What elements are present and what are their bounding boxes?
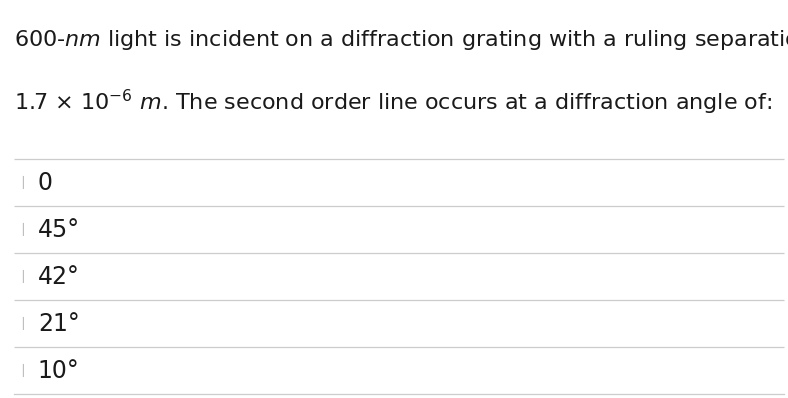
Text: │: │ bbox=[19, 317, 25, 330]
Text: 45°: 45° bbox=[38, 218, 80, 242]
Text: │: │ bbox=[19, 364, 25, 377]
Text: 21°: 21° bbox=[38, 312, 80, 336]
Text: 42°: 42° bbox=[38, 265, 80, 289]
Text: │: │ bbox=[19, 176, 25, 189]
Text: 10°: 10° bbox=[38, 359, 80, 382]
Text: $\mathit{600\text{-}nm}$ light is incident on a diffraction grating with a rulin: $\mathit{600\text{-}nm}$ light is incide… bbox=[14, 28, 788, 52]
Text: │: │ bbox=[19, 270, 25, 283]
Text: 0: 0 bbox=[38, 171, 53, 195]
Text: 1.7 $\times$ 10$^{-6}$ $\mathit{m}$. The second order line occurs at a diffracti: 1.7 $\times$ 10$^{-6}$ $\mathit{m}$. The… bbox=[14, 88, 772, 117]
Text: │: │ bbox=[19, 223, 25, 236]
